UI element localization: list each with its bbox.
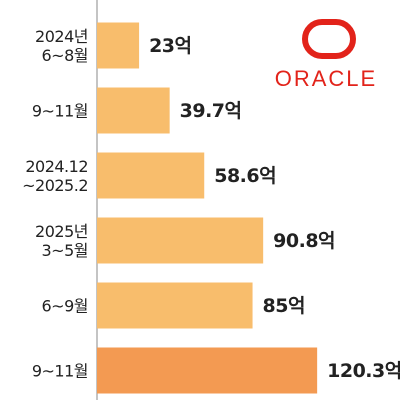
value-label: 90.8억 <box>273 230 335 252</box>
category-label: 2025년 3~5월 <box>35 221 88 260</box>
value-label: 58.6억 <box>214 165 276 187</box>
bar <box>97 22 140 69</box>
category-label: 2024년 6~8월 <box>35 26 88 65</box>
bar <box>97 217 264 264</box>
category-label: 6~9월 <box>41 296 89 315</box>
bar <box>97 282 253 329</box>
value-label: 23억 <box>149 35 191 57</box>
value-label: 85억 <box>263 295 305 317</box>
category-label: 2024.12 ~2025.2 <box>22 156 88 195</box>
category-label: 9~11월 <box>31 361 89 380</box>
value-label: 39.7억 <box>180 100 242 122</box>
bar <box>97 347 318 394</box>
value-label: 120.3억 <box>327 360 400 382</box>
logo-text: ORACLE <box>275 66 377 91</box>
category-label: 9~11월 <box>31 101 89 120</box>
logo-mark <box>302 19 356 59</box>
bar <box>97 152 205 199</box>
bar <box>97 87 170 134</box>
